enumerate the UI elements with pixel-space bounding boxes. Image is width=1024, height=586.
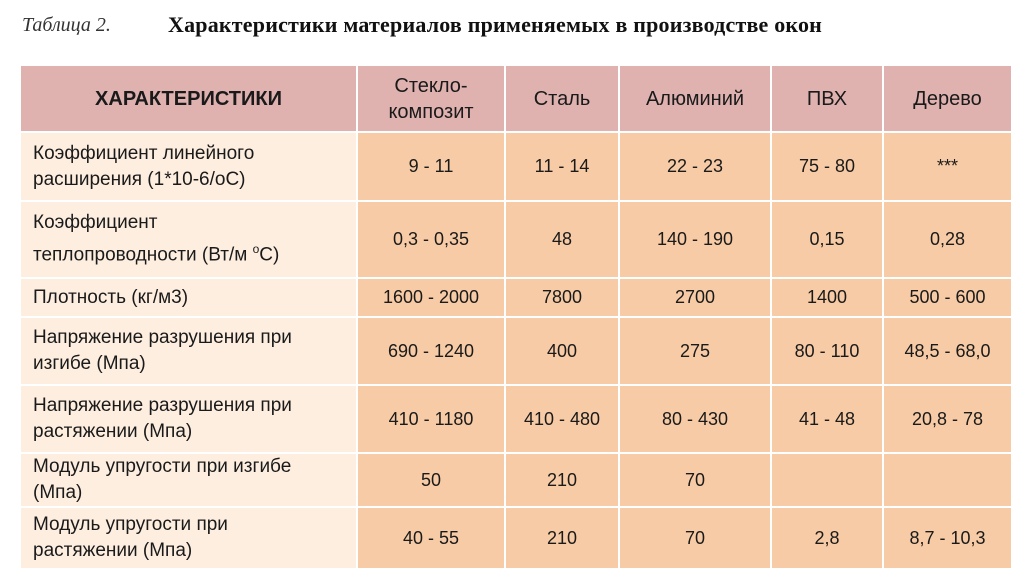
cell-value: 0,15 xyxy=(771,201,884,279)
cell-value: 410 - 480 xyxy=(505,385,620,454)
header-row: ХАРАКТЕРИСТИКИ Стекло-композит Сталь Алю… xyxy=(21,66,1011,133)
header-glass-composite-l2: композит xyxy=(388,100,474,123)
header-wood: Дерево xyxy=(883,66,1011,133)
cell-value: 275 xyxy=(619,317,772,386)
row-label: Напряжение разрушения при изгибе (Мпа) xyxy=(21,317,358,386)
table-row: Модуль упругости при растяжении (Мпа) 40 … xyxy=(21,507,1011,570)
row-label-line1: Коэффициент xyxy=(33,212,158,234)
cell-value xyxy=(771,453,884,508)
table-row: Напряжение разрушения при растяжении (Мпа… xyxy=(21,385,1011,454)
table-caption: Таблица 2. Характеристики материалов при… xyxy=(22,8,1012,42)
cell-value: 0,3 - 0,35 xyxy=(357,201,506,279)
header-steel: Сталь xyxy=(505,66,620,133)
cell-value: 0,28 xyxy=(883,201,1011,279)
row-label: Плотность (кг/м3) xyxy=(21,278,358,318)
cell-value: 11 - 14 xyxy=(505,132,620,202)
cell-value: 8,7 - 10,3 xyxy=(883,507,1011,570)
row-label: Модуль упругости при растяжении (Мпа) xyxy=(21,507,358,570)
row-label-line1: Модуль упругости при изгибе xyxy=(33,456,292,477)
unit-tail: С) xyxy=(259,244,280,266)
cell-value: 40 - 55 xyxy=(357,507,506,570)
row-label-line1: Напряжение разрушения при xyxy=(33,327,292,348)
cell-value: 80 - 110 xyxy=(771,317,884,386)
materials-table: ХАРАКТЕРИСТИКИ Стекло-композит Сталь Алю… xyxy=(21,66,1011,570)
row-label-line1: Модуль упругости при xyxy=(33,514,228,535)
cell-value: 48,5 - 68,0 xyxy=(883,317,1011,386)
row-label: Модуль упругости при изгибе (Мпа) xyxy=(21,453,358,508)
cell-value: 75 - 80 xyxy=(771,132,884,202)
table-row: Коэффициент линейного расширения (1*10-6/… xyxy=(21,132,1011,202)
cell-value: 80 - 430 xyxy=(619,385,772,454)
table-row: Коэффициент теплопроводности (Вт/м оС) 0,… xyxy=(21,201,1011,279)
row-label: Напряжение разрушения при растяжении (Мпа… xyxy=(21,385,358,454)
cell-value: 210 xyxy=(505,453,620,508)
cell-value: *** xyxy=(883,132,1011,202)
cell-value: 22 - 23 xyxy=(619,132,772,202)
caption-label: Таблица 2. xyxy=(22,13,111,36)
caption-title: Характеристики материалов применяемых в … xyxy=(168,12,823,37)
cell-value: 500 - 600 xyxy=(883,278,1011,318)
row-label: Коэффициент теплопроводности (Вт/м оС) xyxy=(21,201,358,279)
cell-value: 1600 - 2000 xyxy=(357,278,506,318)
row-label-line2: растяжении (Мпа) xyxy=(33,421,193,442)
table-row: Плотность (кг/м3) 1600 - 2000 7800 2700 … xyxy=(21,278,1011,318)
row-label-line1: Напряжение разрушения при xyxy=(33,395,292,416)
cell-value xyxy=(883,453,1011,508)
header-glass-composite: Стекло-композит xyxy=(357,66,506,133)
cell-value: 690 - 1240 xyxy=(357,317,506,386)
cell-value: 410 - 1180 xyxy=(357,385,506,454)
cell-value: 2700 xyxy=(619,278,772,318)
row-label-line2: растяжении (Мпа) xyxy=(33,540,193,561)
cell-value: 48 xyxy=(505,201,620,279)
row-label: Коэффициент линейного расширения (1*10-6/… xyxy=(21,132,358,202)
cell-value: 2,8 xyxy=(771,507,884,570)
cell-value: 1400 xyxy=(771,278,884,318)
table-row: Напряжение разрушения при изгибе (Мпа) 69… xyxy=(21,317,1011,386)
row-label-line2: изгибе (Мпа) xyxy=(33,353,146,374)
cell-value: 41 - 48 xyxy=(771,385,884,454)
cell-value: 9 - 11 xyxy=(357,132,506,202)
cell-value: 7800 xyxy=(505,278,620,318)
header-characteristics: ХАРАКТЕРИСТИКИ xyxy=(21,66,358,133)
table-row: Модуль упругости при изгибе (Мпа) 50 210 … xyxy=(21,453,1011,508)
unit-superscript: о xyxy=(252,242,260,257)
cell-value: 210 xyxy=(505,507,620,570)
cell-value: 400 xyxy=(505,317,620,386)
header-glass-composite-l1: Стекло- xyxy=(394,74,468,97)
cell-value: 70 xyxy=(619,453,772,508)
cell-value: 20,8 - 78 xyxy=(883,385,1011,454)
row-label-line2: (Мпа) xyxy=(33,482,83,503)
cell-value: 70 xyxy=(619,507,772,570)
cell-value: 50 xyxy=(357,453,506,508)
header-pvc: ПВХ xyxy=(771,66,884,133)
row-label-line2: теплопроводности (Вт/м xyxy=(33,244,253,266)
cell-value: 140 - 190 xyxy=(619,201,772,279)
header-aluminium: Алюминий xyxy=(619,66,772,133)
row-label-line1: Коэффициент линейного xyxy=(33,142,255,164)
row-label-line2: расширения (1*10-6/оС) xyxy=(33,168,246,190)
